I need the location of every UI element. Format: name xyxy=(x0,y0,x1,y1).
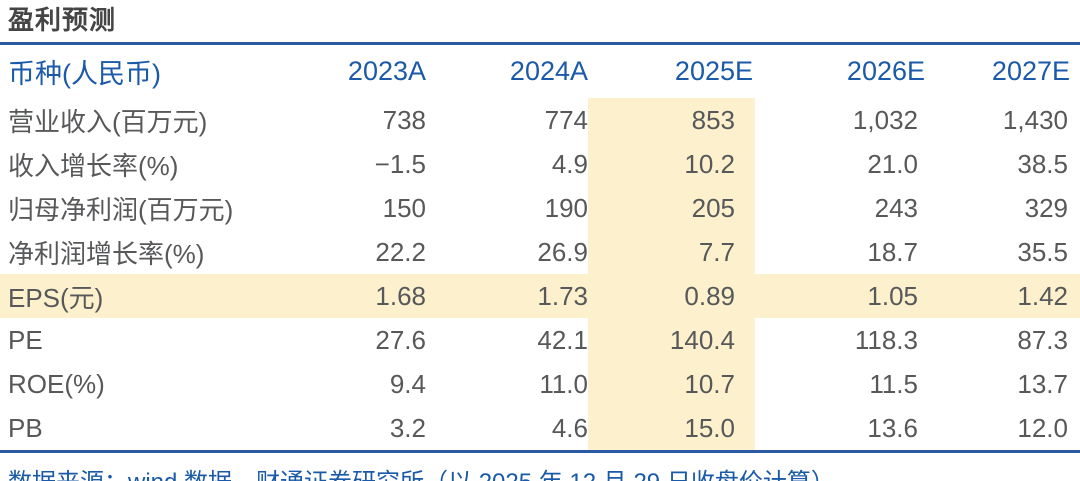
column-header-2023a: 2023A xyxy=(347,56,426,86)
data-source-note: 数据来源：wind 数据，财通证券研究所（以 2025 年 12 月 29 日收… xyxy=(0,453,1080,481)
table-cell: 22.2 xyxy=(375,236,426,267)
table-cell: 12.0 xyxy=(1017,412,1068,443)
table-row-roe: ROE(%) 9.4 11.0 10.7 11.5 13.7 xyxy=(0,362,1080,406)
table-cell: 1.68 xyxy=(280,274,426,318)
table-row-pe: PE 27.6 42.1 140.4 118.3 87.3 xyxy=(0,318,1080,362)
bottom-rule xyxy=(0,450,1080,453)
table-cell: 11.0 xyxy=(539,368,588,399)
table-cell: 150 xyxy=(382,192,426,223)
table-row-eps: EPS(元) 1.68 1.73 0.89 1.05 1.42 xyxy=(0,274,1080,318)
row-label: 净利润增长率(%) xyxy=(8,238,205,269)
table-cell: 1.05 xyxy=(755,274,925,318)
table-cell: 140.4 xyxy=(588,318,755,362)
table-cell: 7.7 xyxy=(588,230,755,274)
table-cell: 87.3 xyxy=(1017,324,1068,355)
table-cell: 27.6 xyxy=(375,324,426,355)
column-header-2026e: 2026E xyxy=(846,56,925,86)
table-cell: 21.0 xyxy=(867,148,918,179)
top-rule xyxy=(0,42,1080,45)
row-label: ROE(%) xyxy=(8,368,105,399)
row-label: PE xyxy=(8,324,43,355)
table-cell: 190 xyxy=(544,192,588,223)
column-header-currency: 币种(人民币) xyxy=(8,59,161,89)
table-cell: 4.6 xyxy=(551,412,588,443)
table-cell: 0.89 xyxy=(588,274,755,318)
table-cell: −1.5 xyxy=(374,148,426,179)
table-cell: 26.9 xyxy=(537,236,588,267)
table-cell: 1.42 xyxy=(925,274,1080,318)
table-row-revenue: 营业收入(百万元) 738 774 853 1,032 1,430 xyxy=(0,98,1080,142)
table-cell: 13.6 xyxy=(867,412,918,443)
table-cell: 1,032 xyxy=(852,104,918,135)
table-cell: 42.1 xyxy=(537,324,588,355)
header-row: 币种(人民币) 2023A 2024A 2025E 2026E 2027E xyxy=(0,45,1080,98)
table-cell: 329 xyxy=(1024,192,1068,223)
row-label: 营业收入(百万元) xyxy=(8,106,208,137)
column-header-2027e: 2027E xyxy=(991,56,1070,86)
table-cell: 3.2 xyxy=(389,412,426,443)
table-cell: 853 xyxy=(588,98,755,142)
table-cell: 1,430 xyxy=(1002,104,1068,135)
table-cell: 4.9 xyxy=(551,148,588,179)
table-cell: 18.7 xyxy=(867,236,918,267)
row-label: PB xyxy=(8,412,43,443)
table-row-net-profit-growth: 净利润增长率(%) 22.2 26.9 7.7 18.7 35.5 xyxy=(0,230,1080,274)
table-cell: 35.5 xyxy=(1017,236,1068,267)
column-header-2024a: 2024A xyxy=(509,56,588,86)
row-label: EPS(元) xyxy=(0,274,280,318)
page-title: 盈利预测 xyxy=(8,5,117,35)
table-row-pb: PB 3.2 4.6 15.0 13.6 12.0 xyxy=(0,406,1080,450)
table-cell: 9.4 xyxy=(389,368,426,399)
table-row-net-profit: 归母净利润(百万元) 150 190 205 243 329 xyxy=(0,186,1080,230)
forecast-table: 币种(人民币) 2023A 2024A 2025E 2026E 2027E 营业… xyxy=(0,45,1080,450)
table-cell: 13.7 xyxy=(1017,368,1068,399)
table-cell: 243 xyxy=(874,192,918,223)
row-label: 归母净利润(百万元) xyxy=(8,194,234,225)
table-cell: 11.5 xyxy=(869,368,918,399)
table-cell: 10.7 xyxy=(588,362,755,406)
row-label: 收入增长率(%) xyxy=(8,150,179,181)
column-header-2025e: 2025E xyxy=(674,56,753,86)
table-row-revenue-growth: 收入增长率(%) −1.5 4.9 10.2 21.0 38.5 xyxy=(0,142,1080,186)
table-cell: 15.0 xyxy=(588,406,755,450)
table-cell: 774 xyxy=(544,104,588,135)
table-cell: 205 xyxy=(588,186,755,230)
table-cell: 1.73 xyxy=(426,274,588,318)
table-cell: 38.5 xyxy=(1017,148,1068,179)
table-cell: 738 xyxy=(382,104,426,135)
table-cell: 118.3 xyxy=(854,324,918,355)
table-cell: 10.2 xyxy=(588,142,755,186)
